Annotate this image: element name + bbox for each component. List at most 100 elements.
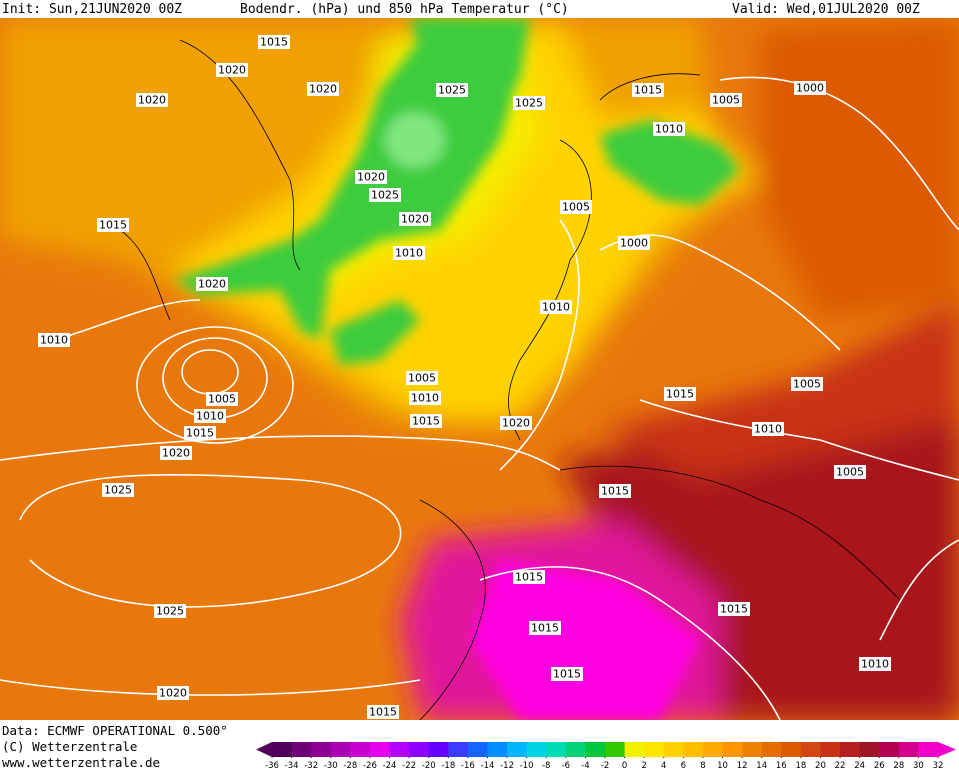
colorbar-segment <box>683 742 704 757</box>
colorbar-tick-label: 10 <box>717 761 728 770</box>
colorbar-segment <box>702 742 724 757</box>
colorbar-segment <box>898 742 919 757</box>
colorbar-tick-label: -4 <box>581 761 589 770</box>
colorbar-segment <box>565 742 586 757</box>
colorbar-tick-label: -16 <box>461 761 475 770</box>
isobar-label: 1015 <box>531 622 559 635</box>
colorbar-tick-label: 12 <box>737 761 748 770</box>
isobar-label: 1015 <box>601 485 629 498</box>
colorbar-tick-label: -12 <box>500 761 514 770</box>
colorbar-tick-label: 6 <box>681 761 686 770</box>
colorbar-tick-label: -22 <box>402 761 416 770</box>
isobar-label: 1010 <box>754 423 782 436</box>
isobar-label-box <box>307 82 339 96</box>
colorbar-segment <box>330 742 351 757</box>
colorbar-segment <box>761 742 782 757</box>
isobar-label: 1015 <box>412 415 440 428</box>
isobar-label-box <box>752 422 784 436</box>
isobar-label: 1025 <box>156 605 184 618</box>
colorbar: -36 -34 -32 -30 -28 -26 -24 -22 -20 -18 -16 -14 -12-… <box>256 742 956 770</box>
isobar-label-box <box>367 705 399 719</box>
isobar-label-box <box>369 188 401 202</box>
coastlines <box>119 39 901 720</box>
isobar-label: 1010 <box>395 247 423 260</box>
colorbar-tick-label: -30 <box>324 761 338 770</box>
init-time: Init: Sun,21JUN2020 00Z <box>2 2 182 17</box>
isobar-label: 1020 <box>162 447 190 460</box>
colorbar-segment <box>389 742 410 757</box>
colorbar-tick-label: 24 <box>854 761 865 770</box>
colorbar-segment <box>605 742 626 757</box>
cold-air <box>175 18 740 720</box>
isobar-label-box <box>194 409 226 423</box>
colorbar-segment <box>369 742 391 757</box>
colorbar-tick-label: 26 <box>874 761 885 770</box>
isobar-label-box <box>216 63 248 77</box>
colorbar-tick-label: -24 <box>383 761 397 770</box>
isobar-label: 1010 <box>196 410 224 423</box>
isobar-label: 1020 <box>218 64 246 77</box>
isobar-label-box <box>618 236 650 250</box>
colorbar-tick-label: -36 <box>265 761 279 770</box>
isobar-label: 1020 <box>357 171 385 184</box>
isobar-label-box <box>436 83 468 97</box>
isobar-label: 1015 <box>260 36 288 49</box>
colorbar-tick-label: -6 <box>562 761 570 770</box>
isobar-label-box <box>513 96 545 110</box>
colorbar-segment <box>840 742 861 757</box>
isobar-label-box <box>136 93 168 107</box>
isobar-label: 1025 <box>515 97 543 110</box>
isobar-label-box <box>834 465 866 479</box>
colorbar-segment <box>448 742 469 757</box>
colorbar-segment <box>663 742 684 757</box>
isobar-label: 1005 <box>562 201 590 214</box>
data-source: Data: ECMWF OPERATIONAL 0.500° <box>2 723 228 738</box>
colorbar-tick-label: -10 <box>520 761 534 770</box>
isobar-label: 1025 <box>438 84 466 97</box>
isobar-label-box <box>355 170 387 184</box>
colorbar-tick-label: -20 <box>422 761 436 770</box>
colorbar-segment <box>272 742 293 757</box>
isobar-label: 1010 <box>861 658 889 671</box>
isobars <box>0 76 959 720</box>
isobar-label-box <box>718 602 750 616</box>
colorbar-tick-label: -26 <box>363 761 377 770</box>
colorbar-segment <box>781 742 802 757</box>
colorbar-segment <box>291 742 312 757</box>
colorbar-tick-label: -34 <box>285 761 299 770</box>
isobar-label: 1020 <box>502 417 530 430</box>
colorbar-tick-label: 30 <box>913 761 924 770</box>
isobar-label: 1005 <box>408 372 436 385</box>
isobar-label-box <box>97 218 129 232</box>
isobar-label-box <box>632 83 664 97</box>
colorbar-tick-label: -2 <box>601 761 609 770</box>
isobar-label: 1020 <box>138 94 166 107</box>
colorbar-tick-label: 2 <box>641 761 646 770</box>
isobar-label-box <box>791 377 823 391</box>
isobar-label: 1020 <box>159 687 187 700</box>
isobar-label-box <box>196 277 228 291</box>
isobar-label-box <box>859 657 891 671</box>
isobar-label-box <box>258 35 290 49</box>
colorbar-arrow-right <box>938 742 956 757</box>
isobar-label: 1005 <box>712 94 740 107</box>
isobar-label: 1015 <box>720 603 748 616</box>
colorbar-tick-label: 20 <box>815 761 826 770</box>
isobar-label-box <box>154 604 186 618</box>
colorbar-tick-label: -32 <box>304 761 318 770</box>
isobar-label-box <box>710 93 742 107</box>
isobar-label-box <box>393 246 425 260</box>
colorbar-segment <box>644 742 665 757</box>
map-title: Bodendr. (hPa) und 850 hPa Temperatur (°… <box>240 2 569 17</box>
colorbar-segment <box>507 742 528 757</box>
isobar-label-box <box>399 212 431 226</box>
header-band <box>0 0 959 18</box>
colorbar-tick-label: -14 <box>481 761 495 770</box>
isobar-label: 1015 <box>634 84 662 97</box>
colorbar-segment <box>879 742 900 757</box>
isobar-label: 1020 <box>309 83 337 96</box>
isobar-label: 1005 <box>208 393 236 406</box>
isobar-label: 1015 <box>99 219 127 232</box>
